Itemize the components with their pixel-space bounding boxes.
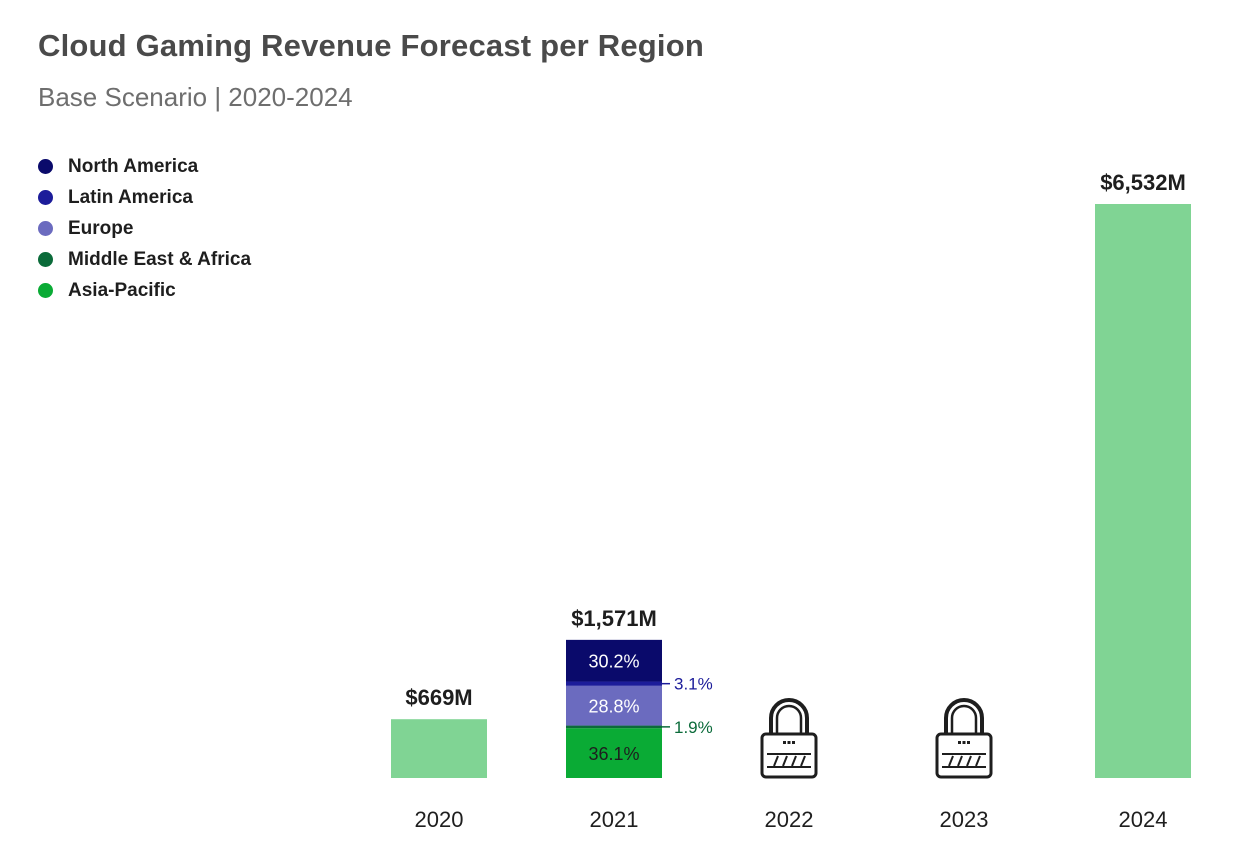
- legend-item-north-america: North America: [38, 151, 251, 182]
- chart-title: Cloud Gaming Revenue Forecast per Region: [38, 28, 705, 63]
- bar-total-label: $1,571M: [571, 606, 657, 631]
- x-tick-label: 2020: [415, 807, 464, 832]
- legend-item-europe: Europe: [38, 213, 251, 244]
- bar: [1095, 204, 1191, 778]
- legend: North America Latin America Europe Middl…: [38, 151, 251, 306]
- legend-item-latin-america: Latin America: [38, 182, 251, 213]
- padlock-icon: [935, 698, 993, 779]
- bar-segment: [566, 685, 662, 726]
- legend-label: Latin America: [68, 186, 193, 208]
- bar-segment: [566, 639, 662, 682]
- legend-swatch: [38, 159, 53, 174]
- x-tick-label: 2022: [765, 807, 814, 832]
- segment-label: 28.8%: [588, 697, 639, 717]
- legend-label: Asia-Pacific: [68, 279, 176, 301]
- segment-label: 30.2%: [588, 652, 639, 672]
- legend-swatch: [38, 190, 53, 205]
- legend-label: Europe: [68, 217, 134, 239]
- bar-total-label: $669M: [405, 685, 472, 710]
- x-tick-label: 2023: [940, 807, 989, 832]
- bar-total-label: $6,532M: [1100, 170, 1186, 195]
- legend-label: Middle East & Africa: [68, 248, 252, 270]
- segment-label: 36.1%: [588, 744, 639, 764]
- legend-swatch: [38, 252, 53, 267]
- bar: [391, 719, 487, 778]
- chart-subtitle: Base Scenario | 2020-2024: [38, 82, 353, 112]
- legend-swatch: [38, 221, 53, 236]
- padlock-icon: [760, 698, 818, 779]
- x-tick-label: 2021: [590, 807, 639, 832]
- bar-segment: [566, 728, 662, 778]
- legend-item-asia-pacific: Asia-Pacific: [38, 275, 251, 306]
- segment-callout-label: 1.9%: [674, 718, 713, 737]
- bar-segment: [566, 681, 662, 686]
- legend-swatch: [38, 283, 53, 298]
- legend-item-middle-east-africa: Middle East & Africa: [38, 244, 251, 275]
- legend-label: North America: [68, 155, 199, 177]
- bar-segment: [566, 725, 662, 729]
- x-tick-label: 2024: [1119, 807, 1168, 832]
- segment-callout-label: 3.1%: [674, 675, 713, 694]
